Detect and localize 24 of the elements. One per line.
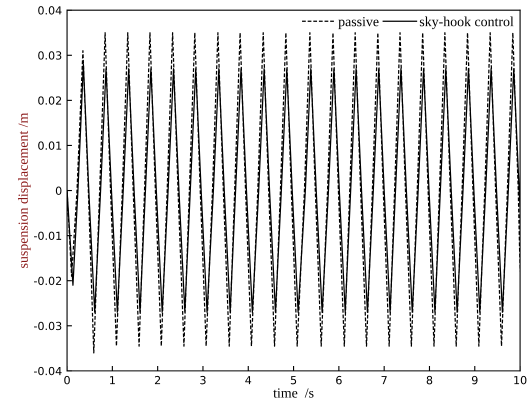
- x-tick-label: 1: [110, 376, 115, 384]
- x-tick-label: 6: [336, 376, 342, 384]
- x-tick-label: 7: [382, 376, 387, 384]
- x-tick-label: 5: [290, 376, 296, 384]
- x-tick-label: 3: [200, 376, 206, 384]
- x-tick-label: 9: [472, 376, 478, 384]
- y-tick-label: -0.01: [34, 232, 62, 240]
- legend-label: passive: [338, 16, 379, 30]
- y-tick-label: 0.01: [38, 141, 62, 150]
- legend-label: sky-hook control: [420, 16, 514, 30]
- y-tick-label: -0.03: [34, 322, 62, 330]
- y-tick-label: -0.02: [34, 276, 62, 286]
- x-tick-label: 8: [426, 376, 432, 384]
- y-tick-label: 0: [56, 186, 62, 195]
- y-tick-label: 0.02: [38, 96, 62, 105]
- x-tick-label: 2: [154, 376, 160, 384]
- x-tick-label: 10: [514, 376, 526, 384]
- x-tick-label: 4: [245, 376, 252, 384]
- y-tick-label: 0.04: [38, 6, 62, 15]
- y-tick-label: 0.03: [38, 51, 62, 60]
- x-tick-label: 0: [64, 376, 70, 384]
- y-tick-label: -0.04: [34, 366, 62, 376]
- y-axis-title: suspension displacement /m: [18, 112, 31, 268]
- x-axis-title: time /s: [273, 388, 314, 398]
